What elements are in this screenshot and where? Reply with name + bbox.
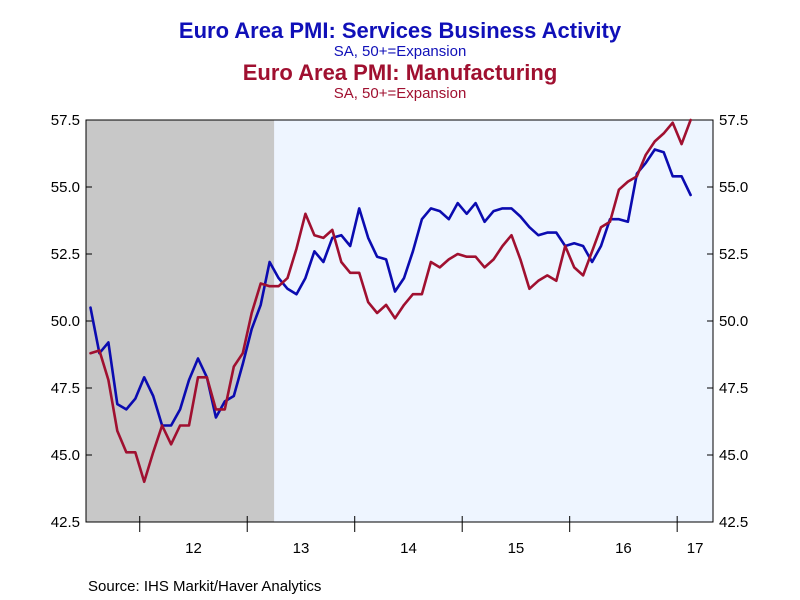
source-note: Source: IHS Markit/Haver Analytics — [88, 578, 322, 595]
x-tick-label: 17 — [687, 540, 704, 557]
services-subtitle: SA, 50+=Expansion — [333, 43, 467, 60]
services-title: Euro Area PMI: Services Business Activit… — [178, 18, 622, 43]
manufacturing-series-line — [89, 118, 692, 484]
x-tick-label: 15 — [508, 540, 525, 557]
y-tick-label-left: 42.5 — [51, 514, 80, 531]
chart-titles: Euro Area PMI: Services Business Activit… — [0, 18, 800, 102]
y-tick-label-left: 57.5 — [51, 112, 80, 129]
y-tick-label-left: 45.0 — [51, 447, 80, 464]
y-tick-label-left: 55.0 — [51, 179, 80, 196]
y-tick-label-right: 57.5 — [719, 112, 748, 129]
y-tick-label-right: 42.5 — [719, 514, 748, 531]
x-tick-label: 13 — [293, 540, 310, 557]
y-tick-label-right: 47.5 — [719, 380, 748, 397]
y-tick-label-right: 52.5 — [719, 246, 748, 263]
manufacturing-subtitle: SA, 50+=Expansion — [333, 85, 467, 102]
x-tick-label: 14 — [400, 540, 417, 557]
x-tick-label: 16 — [615, 540, 632, 557]
y-tick-label-right: 55.0 — [719, 179, 748, 196]
y-tick-label-right: 50.0 — [719, 313, 748, 330]
x-tick-label: 12 — [185, 540, 202, 557]
y-tick-label-left: 47.5 — [51, 380, 80, 397]
services-series-line — [89, 148, 692, 427]
y-tick-label-left: 52.5 — [51, 246, 80, 263]
manufacturing-title: Euro Area PMI: Manufacturing — [242, 60, 558, 85]
y-tick-label-right: 45.0 — [719, 447, 748, 464]
recession-shade — [86, 120, 275, 522]
y-tick-label-left: 50.0 — [51, 313, 80, 330]
